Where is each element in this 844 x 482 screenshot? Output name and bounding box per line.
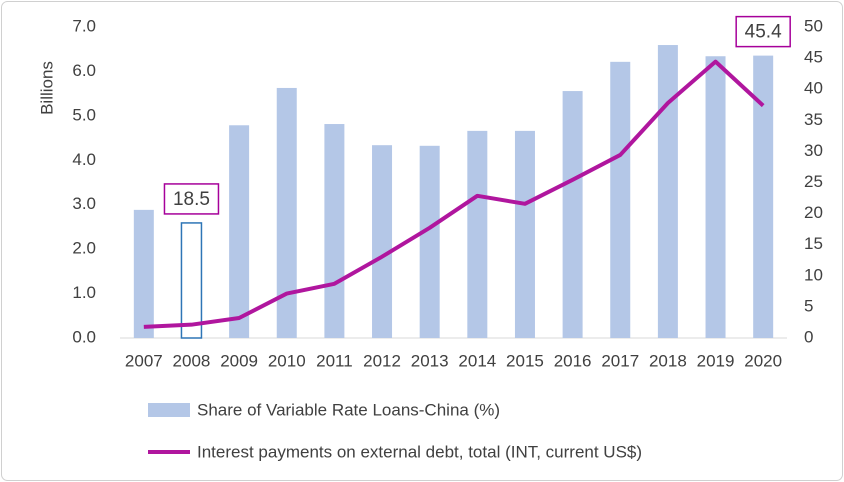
bar xyxy=(229,125,250,338)
x-tick-label: 2014 xyxy=(458,351,496,370)
legend-label: Interest payments on external debt, tota… xyxy=(197,442,642,461)
value-label-box xyxy=(163,183,220,215)
x-tick-label: 2019 xyxy=(697,351,735,370)
y-axis-title: Billions xyxy=(37,61,56,115)
bar xyxy=(657,45,678,339)
line xyxy=(143,59,765,329)
y-tick-label: 4.0 xyxy=(72,150,96,169)
x-tick-label: 2015 xyxy=(506,351,544,370)
legend-label: Share of Variable Rate Loans-China (%) xyxy=(197,400,500,419)
bar xyxy=(705,56,726,338)
y2-tick-label: 0 xyxy=(804,327,813,346)
bar xyxy=(753,55,774,338)
y2-tick-label: 25 xyxy=(804,172,823,191)
bar xyxy=(133,209,154,338)
y2-tick-label: 20 xyxy=(804,203,823,222)
x-tick-label: 2009 xyxy=(220,351,258,370)
bar xyxy=(562,91,583,338)
y-tick-label: 7.0 xyxy=(72,16,96,35)
x-tick-label: 2017 xyxy=(601,351,639,370)
x-tick-label: 2020 xyxy=(744,351,782,370)
y2-tick-label: 15 xyxy=(804,234,823,253)
value-label: 18.5 xyxy=(173,189,210,210)
y2-tick-label: 30 xyxy=(804,141,823,160)
y-tick-label: 3.0 xyxy=(72,194,96,213)
y2-tick-label: 40 xyxy=(804,79,823,98)
bar xyxy=(514,130,535,338)
y2-tick-label: 45 xyxy=(804,48,823,67)
x-tick-label: 2011 xyxy=(316,351,353,370)
x-tick-label: 2016 xyxy=(554,351,592,370)
x-tick-label: 2007 xyxy=(125,351,163,370)
y-tick-label: 2.0 xyxy=(72,239,96,258)
x-tick-label: 2012 xyxy=(363,351,401,370)
x-tick-label: 2008 xyxy=(173,351,211,370)
bar xyxy=(419,145,440,338)
bar xyxy=(467,130,488,338)
bar xyxy=(324,124,345,338)
value-label-box xyxy=(735,15,791,48)
x-tick-label: 2013 xyxy=(411,351,449,370)
y2-tick-label: 50 xyxy=(804,16,823,35)
value-label: 45.4 xyxy=(745,22,782,43)
bar xyxy=(180,222,203,339)
y-tick-label: 6.0 xyxy=(72,61,96,80)
y-tick-label: 0.0 xyxy=(72,327,96,346)
x-tick-label: 2010 xyxy=(268,351,306,370)
y2-tick-label: 10 xyxy=(804,265,823,284)
y2-tick-label: 5 xyxy=(804,296,813,315)
bar xyxy=(610,61,631,338)
y-tick-label: 5.0 xyxy=(72,105,96,124)
bar xyxy=(372,145,393,338)
legend-swatch xyxy=(148,403,190,417)
y2-tick-label: 35 xyxy=(804,110,823,129)
bar xyxy=(276,87,297,339)
y-tick-label: 1.0 xyxy=(72,283,96,302)
x-tick-label: 2018 xyxy=(649,351,687,370)
